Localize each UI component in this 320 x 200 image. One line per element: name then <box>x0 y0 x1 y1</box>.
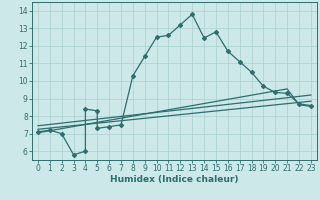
X-axis label: Humidex (Indice chaleur): Humidex (Indice chaleur) <box>110 175 239 184</box>
